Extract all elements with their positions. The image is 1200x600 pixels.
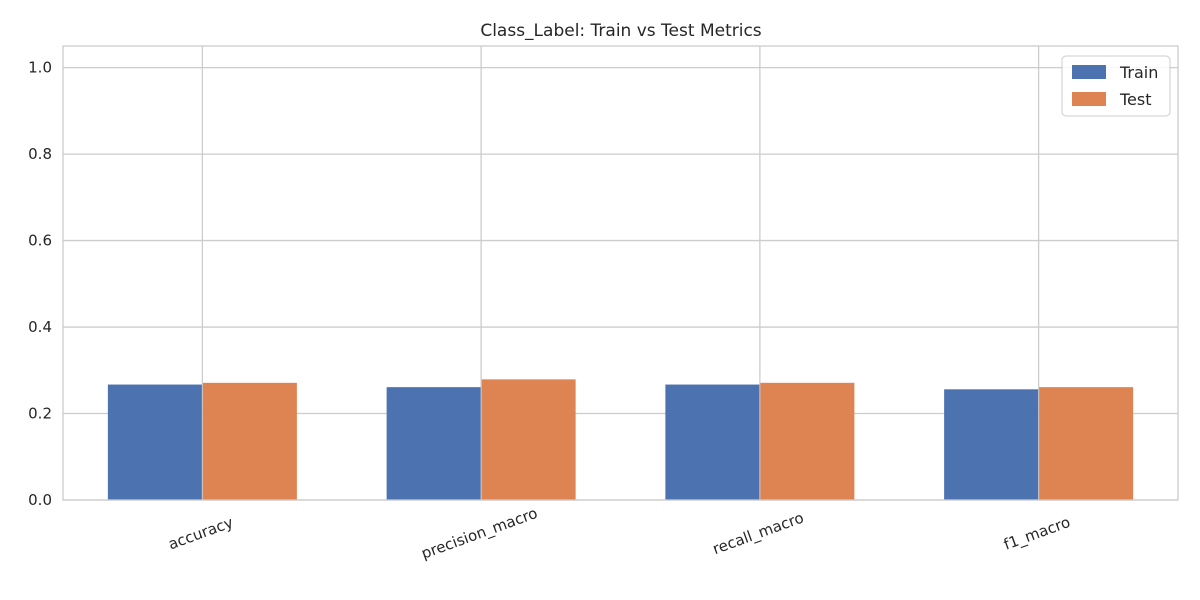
y-axis-ticks: 0.0 0.2 0.4 0.6 0.8 1.0 (28, 59, 52, 509)
y-tick-label: 0.8 (28, 145, 52, 163)
bar-train (386, 387, 481, 500)
x-tick-label: accuracy (166, 513, 236, 553)
bar-train (665, 384, 760, 500)
y-tick-label: 0.0 (28, 491, 52, 509)
x-tick-label: f1_macro (1001, 513, 1073, 555)
legend-label-test: Test (1119, 90, 1152, 109)
x-axis-ticks: accuracy precision_macro recall_macro f1_ma… (166, 504, 1073, 564)
x-tick-label: recall_macro (710, 509, 806, 559)
y-tick-label: 0.4 (28, 318, 52, 336)
legend-swatch-test (1072, 92, 1106, 106)
bar-train (107, 384, 202, 500)
chart-title: Class_Label: Train vs Test Metrics (480, 21, 761, 41)
x-tick-label: precision_macro (419, 504, 540, 564)
bar-test (481, 379, 576, 500)
legend-label-train: Train (1119, 63, 1158, 82)
y-tick-label: 0.2 (28, 405, 52, 423)
bar-test (202, 382, 297, 500)
legend-swatch-train (1072, 65, 1106, 79)
y-tick-label: 0.6 (28, 232, 52, 250)
bar-test (760, 382, 855, 500)
y-tick-label: 1.0 (28, 59, 52, 77)
plot-frame (62, 45, 1179, 501)
bar-test (1039, 387, 1134, 500)
legend: Train Test (1061, 55, 1171, 117)
bar-train (944, 389, 1039, 500)
bars (107, 379, 1134, 500)
